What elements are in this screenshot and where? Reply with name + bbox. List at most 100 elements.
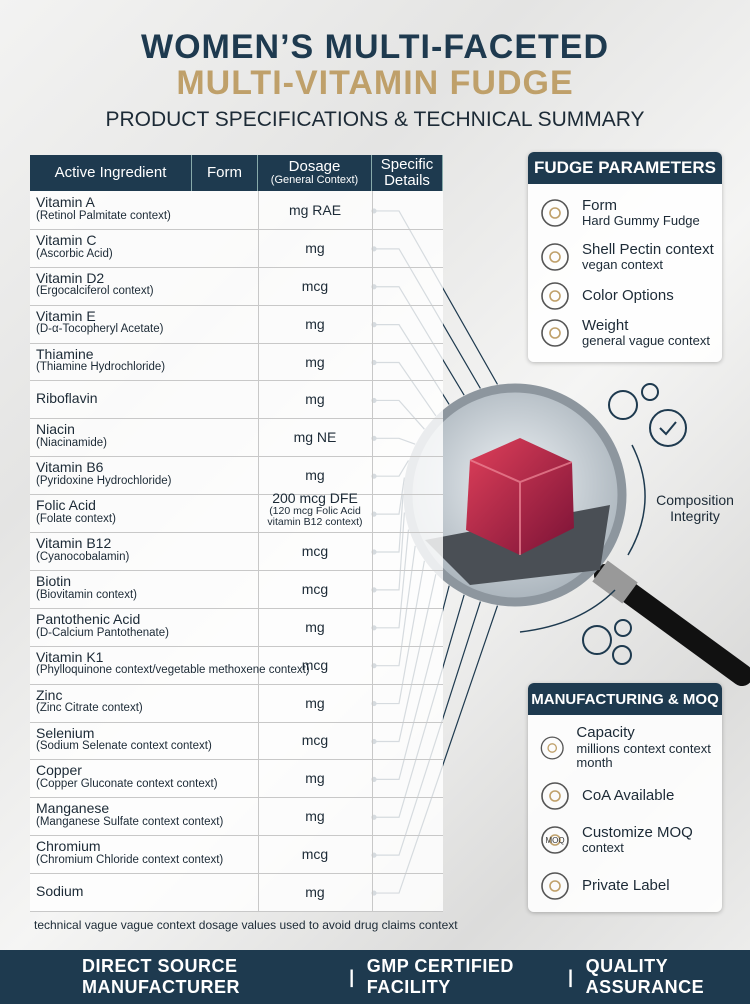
ingredient-note: (Sodium Selenate context context) [36, 740, 212, 753]
icon [541, 282, 569, 310]
table-header: Active Ingredient Form Dosage (General Cont… [30, 155, 443, 191]
table-row: Vitamin B6 (Pyridoxine Hydrochloride) mg [30, 457, 443, 496]
table-row: Niacin (Niacinamide) mg NE [30, 419, 443, 458]
item-text: Customize MOQ context [582, 823, 693, 856]
ingredient: Vitamin C (Ascorbic Acid) [36, 233, 113, 260]
separator: | [349, 966, 355, 987]
ingredient: Riboflavin [36, 391, 97, 406]
column-label: Dosage [288, 158, 341, 176]
item-text: Private Label [582, 877, 670, 895]
ingredient: Copper (Copper Gluconate context context) [36, 763, 218, 790]
table-row: Thiamine (Thiamine Hydrochloride) mg [30, 344, 443, 382]
icon-shape [540, 736, 564, 760]
dosage: mcg [258, 582, 372, 597]
dosage-value: mg [305, 391, 325, 408]
icon: MOQ [541, 826, 569, 854]
dosage-value: mcg [301, 732, 329, 749]
item-label: Shell Pectin context [582, 240, 714, 258]
ingredient-note: (Folate context) [36, 512, 116, 525]
icon-shape [541, 282, 569, 310]
dosage-value: mcg [301, 542, 329, 559]
ingredient-name: Biotin [36, 572, 72, 589]
dosage-value: mcg [301, 846, 329, 863]
dosage: mg RAE [258, 203, 372, 218]
ingredient-note: (Pyridoxine Hydrochloride) [36, 474, 172, 487]
dosage: mg [258, 353, 372, 370]
ingredient-note: (Thiamine Hydrochloride) [36, 361, 166, 374]
ingredient: Vitamin B6 (Pyridoxine Hydrochloride) [36, 460, 172, 487]
ingredient: Sodium [36, 884, 83, 899]
column-header: Active Ingredient [30, 155, 192, 191]
icon-shape [541, 872, 569, 900]
title: WOMEN’S MULTI-FACETED [141, 28, 609, 66]
dosage: mcg [258, 847, 372, 862]
table-row: Copper (Copper Gluconate context context)… [30, 760, 443, 799]
icon [541, 199, 569, 227]
panel-item: MOQ Customize MOQ context [538, 823, 693, 857]
footer-item: QUALITY ASSURANCE [585, 956, 705, 997]
icon-shape [549, 834, 561, 846]
icon [540, 736, 564, 760]
item-label: Color Options [582, 286, 674, 304]
panel-item: Weight general vague context [538, 316, 710, 350]
ingredient: Vitamin D2 (Ergocalciferol context) [36, 270, 154, 298]
dosage: mg [258, 240, 372, 256]
separator: | [568, 966, 574, 987]
dosage-value: mg [305, 353, 325, 370]
icon-shape [547, 742, 558, 753]
icon-shape [549, 880, 561, 892]
item-value: general vague context [582, 333, 710, 349]
item-text: Shell Pectin context vegan context [582, 240, 714, 273]
icon-shape [541, 243, 569, 271]
table-row: Folic Acid (Folate context) 200 mcg DFE (12… [30, 491, 443, 534]
column-label: Active Ingredient [54, 164, 167, 182]
dosage: mg [258, 771, 372, 786]
dosage-note: (120 mcg Folic Acid vitamin B12 context) [267, 504, 363, 528]
dosage-value: 200 mcg DFE [272, 490, 358, 507]
ingredient-note: (Chromium Chloride context context) [36, 853, 224, 866]
ingredient-name: Vitamin B12 [36, 535, 112, 552]
ingredient-name: Sodium [36, 883, 84, 900]
ingredient: Vitamin E (D-α-Tocopheryl Acetate) [36, 308, 164, 336]
ingredient: Niacin (Niacinamide) [36, 422, 107, 449]
panel-item: Color Options [538, 279, 674, 313]
footnote: technical vague vague context dosage val… [34, 918, 458, 932]
ingredient-name: Thiamine [36, 345, 94, 362]
dosage: 200 mcg DFE (120 mcg Folic Acid vitamin B… [258, 491, 372, 528]
table-row: Manganese (Manganese Sulfate context cont… [30, 798, 443, 837]
ingredient: Thiamine (Thiamine Hydrochloride) [36, 345, 166, 374]
icon-shape [549, 790, 561, 802]
dosage-value: mg [305, 770, 325, 787]
icon-shape [541, 319, 569, 347]
ingredient-note: (Ascorbic Acid) [36, 247, 113, 260]
column-header: Form [192, 155, 258, 191]
table-row: Vitamin C (Ascorbic Acid) mg [30, 230, 443, 268]
item-label: Customize MOQ [582, 823, 693, 841]
dosage-value: mcg [301, 277, 329, 294]
ingredient-note: (D-Calcium Pantothenate) [36, 626, 169, 639]
item-text: CoA Available [582, 787, 674, 805]
table-row: Pantothenic Acid (D-Calcium Pantothenate)… [30, 609, 443, 647]
ingredient-note: (D-α-Tocopheryl Acetate) [36, 323, 164, 336]
composition-label: Composition Integrity [656, 492, 734, 524]
ingredient-note: (Copper Gluconate context context) [36, 778, 218, 791]
ingredient-note: (Cyanocobalamin) [36, 550, 130, 563]
dosage-value: mg [305, 467, 325, 484]
ingredient: Zinc (Zinc Citrate context) [36, 687, 143, 715]
ingredient: Biotin (Biovitamin context) [36, 574, 137, 601]
column-header: Specific Details [372, 155, 443, 191]
ingredient-name: Folic Acid [36, 497, 96, 514]
ingredient-note: (Phylloquinone context/vegetable methoxe… [36, 664, 310, 677]
item-text: Weight general vague context [582, 316, 710, 349]
ingredient: Chromium (Chromium Chloride context conte… [36, 839, 223, 866]
column-label: Form [207, 164, 242, 182]
ingredient-name: Manganese [36, 800, 110, 817]
ingredient: Pantothenic Acid (D-Calcium Pantothenate) [36, 611, 169, 639]
manufacturing-panel: MANUFACTURING & MOQ Capacity millions con… [528, 683, 722, 912]
icon-shape [549, 251, 561, 263]
ingredient-name: Vitamin K1 [36, 648, 104, 665]
dosage: mg [258, 392, 372, 407]
dosage: mg [258, 468, 372, 483]
item-label: Weight [582, 316, 629, 334]
table-row: Vitamin A (Retinol Palmitate context) mg R… [30, 192, 443, 230]
